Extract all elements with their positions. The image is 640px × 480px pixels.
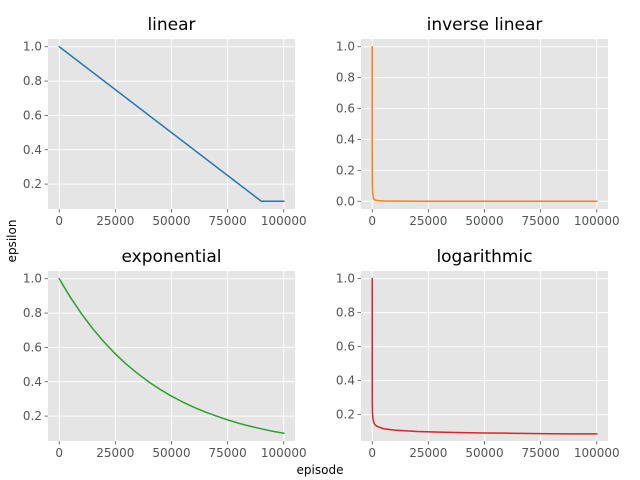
y-tick-label: 0.2 <box>23 409 42 423</box>
x-tick-label: 75000 <box>522 446 560 460</box>
x-tick-label: 0 <box>55 214 63 228</box>
x-tick-label: 25000 <box>409 446 447 460</box>
x-tick-label: 100000 <box>261 446 307 460</box>
subplots: 0 25000 50000 75000 100000 0.2 0.4 0.6 0.8 1.0 lin… <box>23 15 620 460</box>
y-tick-label: 1.0 <box>336 40 355 54</box>
y-tick-label: 0.6 <box>23 108 42 122</box>
y-tick-label: 0.8 <box>336 71 355 85</box>
y-tick-label: 0.4 <box>23 143 42 157</box>
x-tick-label: 75000 <box>209 214 247 228</box>
series-line-logarithmic <box>371 277 598 435</box>
subplot-linear: 0 25000 50000 75000 100000 0.2 0.4 0.6 0.8 1.0 lin… <box>23 15 307 228</box>
y-tick-label: 0.2 <box>336 408 355 422</box>
y-tick-label: 1.0 <box>336 272 355 286</box>
subplot-exponential: 0 25000 50000 75000 100000 0.2 0.4 0.6 0.8 1.0 exp… <box>23 247 307 460</box>
x-tick-label: 25000 <box>96 214 134 228</box>
series-line-exponential <box>58 277 285 435</box>
y-tick-label: 0.4 <box>336 132 355 146</box>
y-tick-label: 0.0 <box>336 194 355 208</box>
x-tick-label: 50000 <box>152 446 190 460</box>
y-tick-label: 0.4 <box>23 375 42 389</box>
x-tick-label: 0 <box>55 446 63 460</box>
chart-title-exponential: exponential <box>122 247 222 267</box>
x-tick-label: 0 <box>368 446 376 460</box>
y-tick-label: 1.0 <box>23 40 42 54</box>
x-tick-label: 100000 <box>261 214 307 228</box>
x-tick-label: 50000 <box>152 214 190 228</box>
x-tick-label: 0 <box>368 214 376 228</box>
y-tick-label: 0.6 <box>23 340 42 354</box>
x-tick-label: 50000 <box>465 446 503 460</box>
y-tick-label: 0.8 <box>23 74 42 88</box>
chart-title-inverse-linear: inverse linear <box>427 15 543 35</box>
y-tick-label: 0.4 <box>336 374 355 388</box>
y-tick-label: 0.8 <box>23 306 42 320</box>
chart-title-linear: linear <box>147 15 195 35</box>
y-tick-label: 0.2 <box>23 177 42 191</box>
subplot-inverse-linear: 0 25000 50000 75000 100000 0.0 0.2 0.4 0.6 0.8 1.0… <box>336 15 620 228</box>
figure-ylabel: epsilon <box>5 220 19 263</box>
x-tick-label: 100000 <box>574 214 620 228</box>
x-tick-label: 75000 <box>209 446 247 460</box>
x-tick-label: 50000 <box>465 214 503 228</box>
x-tick-label: 25000 <box>409 214 447 228</box>
chart-title-logarithmic: logarithmic <box>436 247 532 267</box>
x-tick-label: 75000 <box>522 214 560 228</box>
y-tick-label: 0.6 <box>336 102 355 116</box>
y-tick-label: 0.6 <box>336 340 355 354</box>
y-tick-label: 0.2 <box>336 163 355 177</box>
subplot-logarithmic: 0 25000 50000 75000 100000 0.2 0.4 0.6 0.8 1.0 log… <box>336 247 620 460</box>
x-tick-label: 25000 <box>96 446 134 460</box>
y-tick-label: 1.0 <box>23 272 42 286</box>
figure-xlabel: episode <box>297 463 344 477</box>
x-tick-label: 100000 <box>574 446 620 460</box>
series-line-linear <box>58 45 285 203</box>
y-tick-label: 0.8 <box>336 306 355 320</box>
series-line-inverse-linear <box>371 45 598 203</box>
